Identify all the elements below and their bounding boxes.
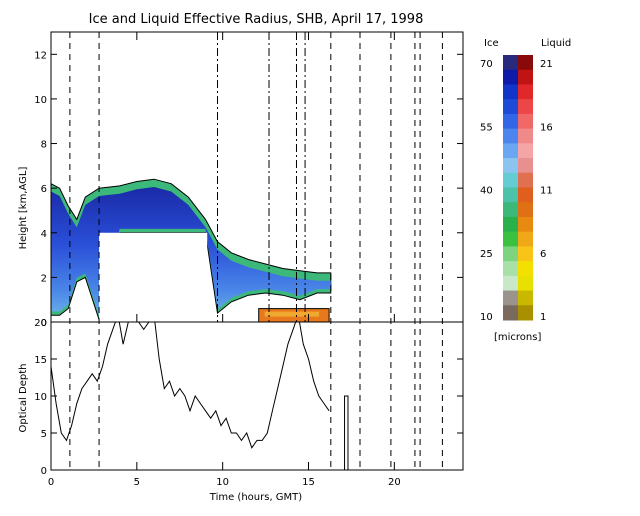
colorbar-liquid-swatch — [518, 128, 533, 144]
colorbar-ice-swatch — [503, 246, 518, 262]
chart-title: Ice and Liquid Effective Radius, SHB, Ap… — [89, 12, 424, 27]
colorbar-ice-swatch — [503, 216, 518, 233]
colorbar-liquid-swatch — [518, 305, 533, 321]
colorbar-ice-swatch — [503, 99, 518, 115]
bottom-y-tick-label: 5 — [41, 429, 47, 440]
colorbar-ice-swatch — [503, 261, 518, 277]
x-tick-label: 20 — [388, 477, 401, 488]
colorbar-ice-tick: 10 — [480, 312, 493, 323]
colorbar-liquid-tick: 16 — [540, 122, 553, 133]
colorbar-ice-label: Ice — [484, 38, 499, 49]
bottom-y-tick-label: 15 — [34, 355, 47, 366]
colorbar-ice-swatch — [503, 187, 518, 203]
optical-depth-spike — [344, 395, 349, 470]
bottom-y-axis-label: Optical Depth — [18, 364, 29, 433]
top-y-tick-label: 6 — [41, 184, 47, 195]
colorbar-ice-swatch — [503, 158, 518, 174]
x-axis-label: Time (hours, GMT) — [209, 492, 303, 503]
colorbar-liquid-swatch — [518, 187, 533, 203]
x-tick-label: 5 — [134, 477, 140, 488]
colorbar-liquid-swatch — [518, 55, 533, 71]
colorbar-ice-swatch — [503, 69, 518, 85]
colorbar-ice-tick: 70 — [480, 59, 493, 70]
colorbar-liquid-swatch — [518, 290, 533, 306]
colorbar-ice-swatch — [503, 202, 518, 218]
colorbar-liquid-swatch — [518, 275, 533, 292]
colorbar-liquid-swatch — [518, 69, 533, 85]
colorbar-liquid-swatch — [518, 84, 533, 100]
colorbar-ice-swatch — [503, 172, 518, 188]
colorbar-liquid-tick: 11 — [540, 186, 553, 197]
colorbar-ice-tick: 25 — [480, 249, 493, 260]
top-y-tick-label: 0 — [41, 318, 47, 329]
colorbar-liquid-swatch — [518, 246, 533, 262]
colorbar: 70 55 40 25 10 21 16 11 6 1 — [480, 55, 553, 323]
colorbar-units: [microns] — [494, 332, 541, 343]
colorbar-liquid-label: Liquid — [541, 38, 571, 49]
colorbar-ice-swatch — [503, 231, 518, 247]
colorbar-liquid-tick: 1 — [540, 312, 546, 323]
colorbar-liquid-swatch — [518, 261, 533, 277]
colorbar-ice-swatch — [503, 55, 518, 71]
colorbar-liquid-swatch — [518, 172, 533, 188]
colorbar-ice-tick: 55 — [480, 122, 493, 133]
x-tick-label: 15 — [302, 477, 315, 488]
colorbar-ice-swatch — [503, 305, 518, 321]
colorbar-ice-swatch — [503, 290, 518, 306]
missing-data-block — [99, 232, 208, 322]
colorbar-liquid-swatch — [518, 113, 533, 130]
colorbar-liquid-swatch — [518, 202, 533, 218]
colorbar-liquid-swatch — [518, 216, 533, 233]
bottom-y-tick-label: 10 — [34, 392, 47, 403]
colorbar-ice-swatch — [503, 84, 518, 100]
x-tick-label: 10 — [216, 477, 229, 488]
top-y-tick-label: 12 — [34, 50, 47, 61]
liquid-layer-core — [264, 311, 320, 317]
ice-cloud-core — [51, 187, 331, 316]
colorbar-liquid-swatch — [518, 143, 533, 159]
colorbar-ice-swatch — [503, 143, 518, 159]
top-y-tick-label: 2 — [41, 273, 47, 284]
bottom-plot-frame — [50, 321, 464, 471]
top-y-axis-label: Height [km,AGL] — [18, 167, 29, 250]
bottom-y-tick-label: 20 — [34, 318, 47, 329]
colorbar-liquid-tick: 21 — [540, 59, 553, 70]
colorbar-ice-swatch — [503, 113, 518, 130]
top-y-tick-label: 10 — [34, 95, 47, 106]
effective-radius-panel: 0 2 4 6 8 10 12 — [34, 31, 464, 470]
top-y-tick-label: 4 — [41, 229, 47, 240]
colorbar-liquid-swatch — [518, 99, 533, 115]
colorbar-ice-swatch — [503, 275, 518, 292]
colorbar-liquid-swatch — [518, 158, 533, 174]
colorbar-ice-tick: 40 — [480, 186, 493, 197]
colorbar-ice-swatch — [503, 128, 518, 144]
x-tick-label: 0 — [48, 477, 54, 488]
top-y-tick-label: 8 — [41, 140, 47, 151]
colorbar-liquid-swatch — [518, 231, 533, 247]
optical-depth-series — [51, 322, 330, 449]
bottom-y-tick-label: 0 — [41, 466, 47, 477]
colorbar-liquid-tick: 6 — [540, 249, 546, 260]
